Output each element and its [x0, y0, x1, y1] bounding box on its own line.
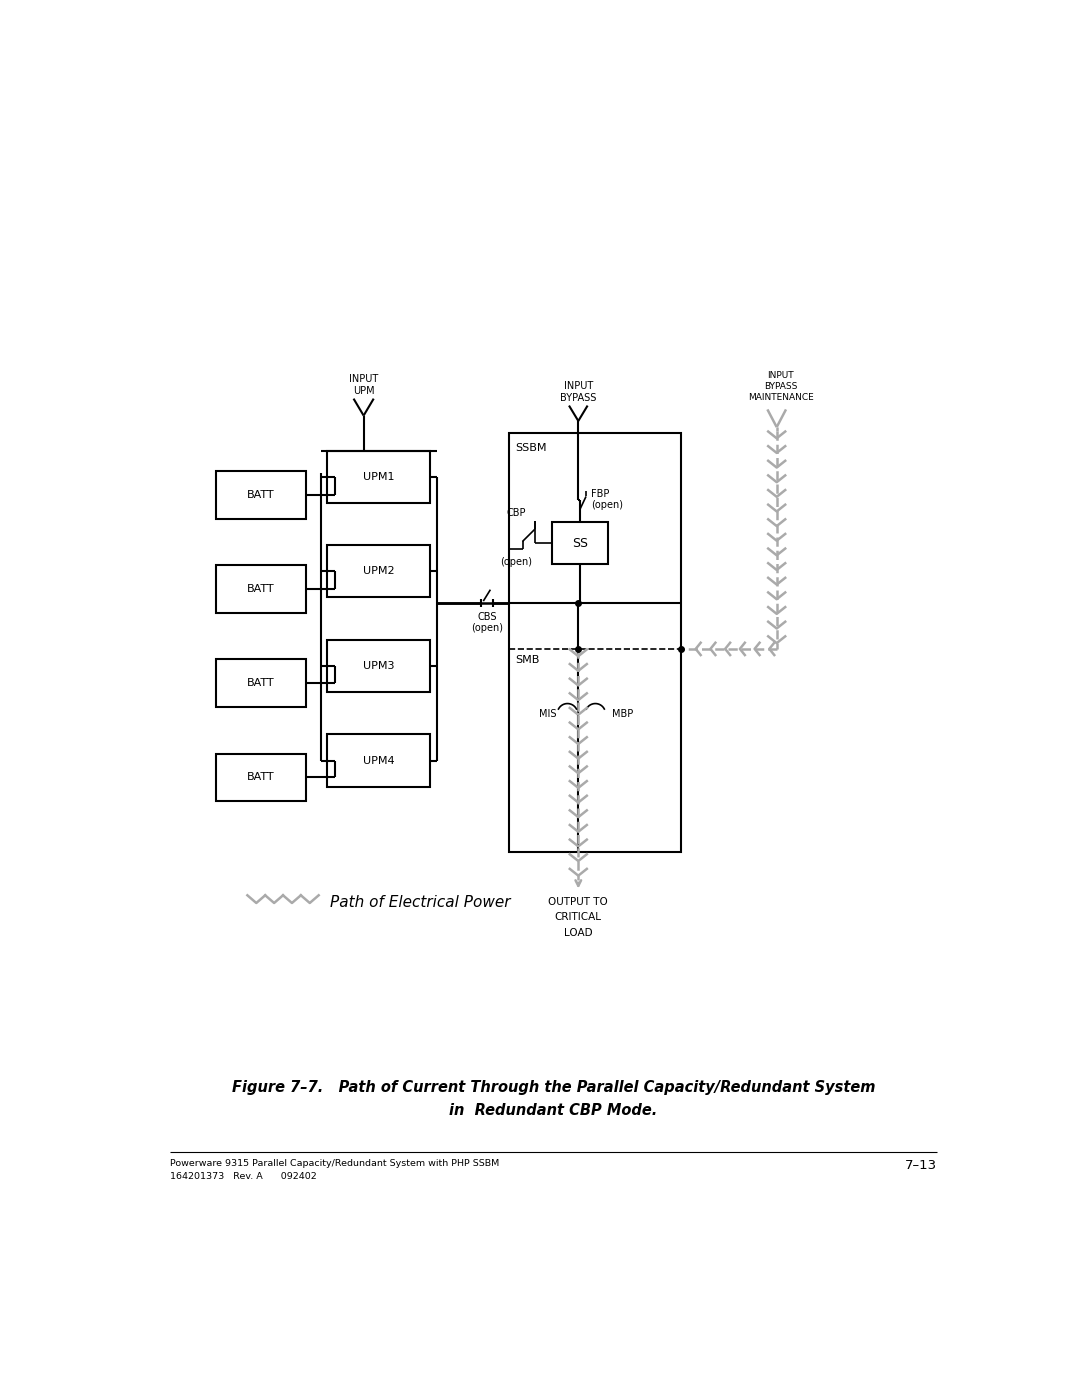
Bar: [216, 471, 306, 518]
Text: 164201373   Rev. A      092402: 164201373 Rev. A 092402: [170, 1172, 316, 1180]
Text: MAINTENANCE: MAINTENANCE: [747, 393, 813, 402]
Text: CBP: CBP: [507, 509, 526, 518]
Text: SMB: SMB: [515, 655, 539, 665]
Text: BATT: BATT: [247, 773, 274, 782]
Bar: [327, 640, 430, 692]
Text: BATT: BATT: [247, 584, 274, 594]
Text: UPM4: UPM4: [363, 756, 394, 766]
Text: UPM3: UPM3: [363, 661, 394, 671]
Text: Powerware 9315 Parallel Capacity/Redundant System with PHP SSBM: Powerware 9315 Parallel Capacity/Redunda…: [170, 1158, 499, 1168]
Text: MBP: MBP: [612, 708, 634, 718]
Text: SSBM: SSBM: [515, 443, 546, 453]
Text: FBP: FBP: [592, 489, 610, 499]
Text: UPM2: UPM2: [363, 566, 394, 576]
Bar: [552, 522, 608, 564]
Text: MIS: MIS: [539, 708, 556, 718]
Text: OUTPUT TO: OUTPUT TO: [549, 897, 608, 907]
Bar: [327, 735, 430, 787]
Text: Path of Electrical Power: Path of Electrical Power: [329, 895, 510, 911]
Text: BATT: BATT: [247, 490, 274, 500]
Text: (open): (open): [592, 500, 623, 510]
Text: LOAD: LOAD: [564, 928, 593, 937]
Bar: [327, 545, 430, 598]
Bar: [216, 564, 306, 613]
Text: Figure 7–7.   Path of Current Through the Parallel Capacity/Redundant System: Figure 7–7. Path of Current Through the …: [232, 1080, 875, 1095]
Bar: [216, 659, 306, 707]
Text: BATT: BATT: [247, 678, 274, 687]
Text: INPUT: INPUT: [564, 381, 593, 391]
Bar: [327, 451, 430, 503]
Text: BYPASS: BYPASS: [764, 381, 797, 391]
Text: INPUT: INPUT: [767, 372, 794, 380]
Bar: [509, 433, 680, 852]
Text: CRITICAL: CRITICAL: [555, 912, 602, 922]
Text: UPM: UPM: [353, 386, 375, 395]
Text: 7–13: 7–13: [905, 1158, 937, 1172]
Text: UPM1: UPM1: [363, 472, 394, 482]
Text: CBS: CBS: [477, 612, 497, 622]
Text: in  Redundant CBP Mode.: in Redundant CBP Mode.: [449, 1104, 658, 1119]
Text: BYPASS: BYPASS: [561, 393, 596, 402]
Text: (open): (open): [500, 557, 532, 567]
Text: INPUT: INPUT: [349, 374, 378, 384]
Bar: [216, 753, 306, 802]
Text: SS: SS: [571, 536, 588, 549]
Text: (open): (open): [471, 623, 503, 633]
